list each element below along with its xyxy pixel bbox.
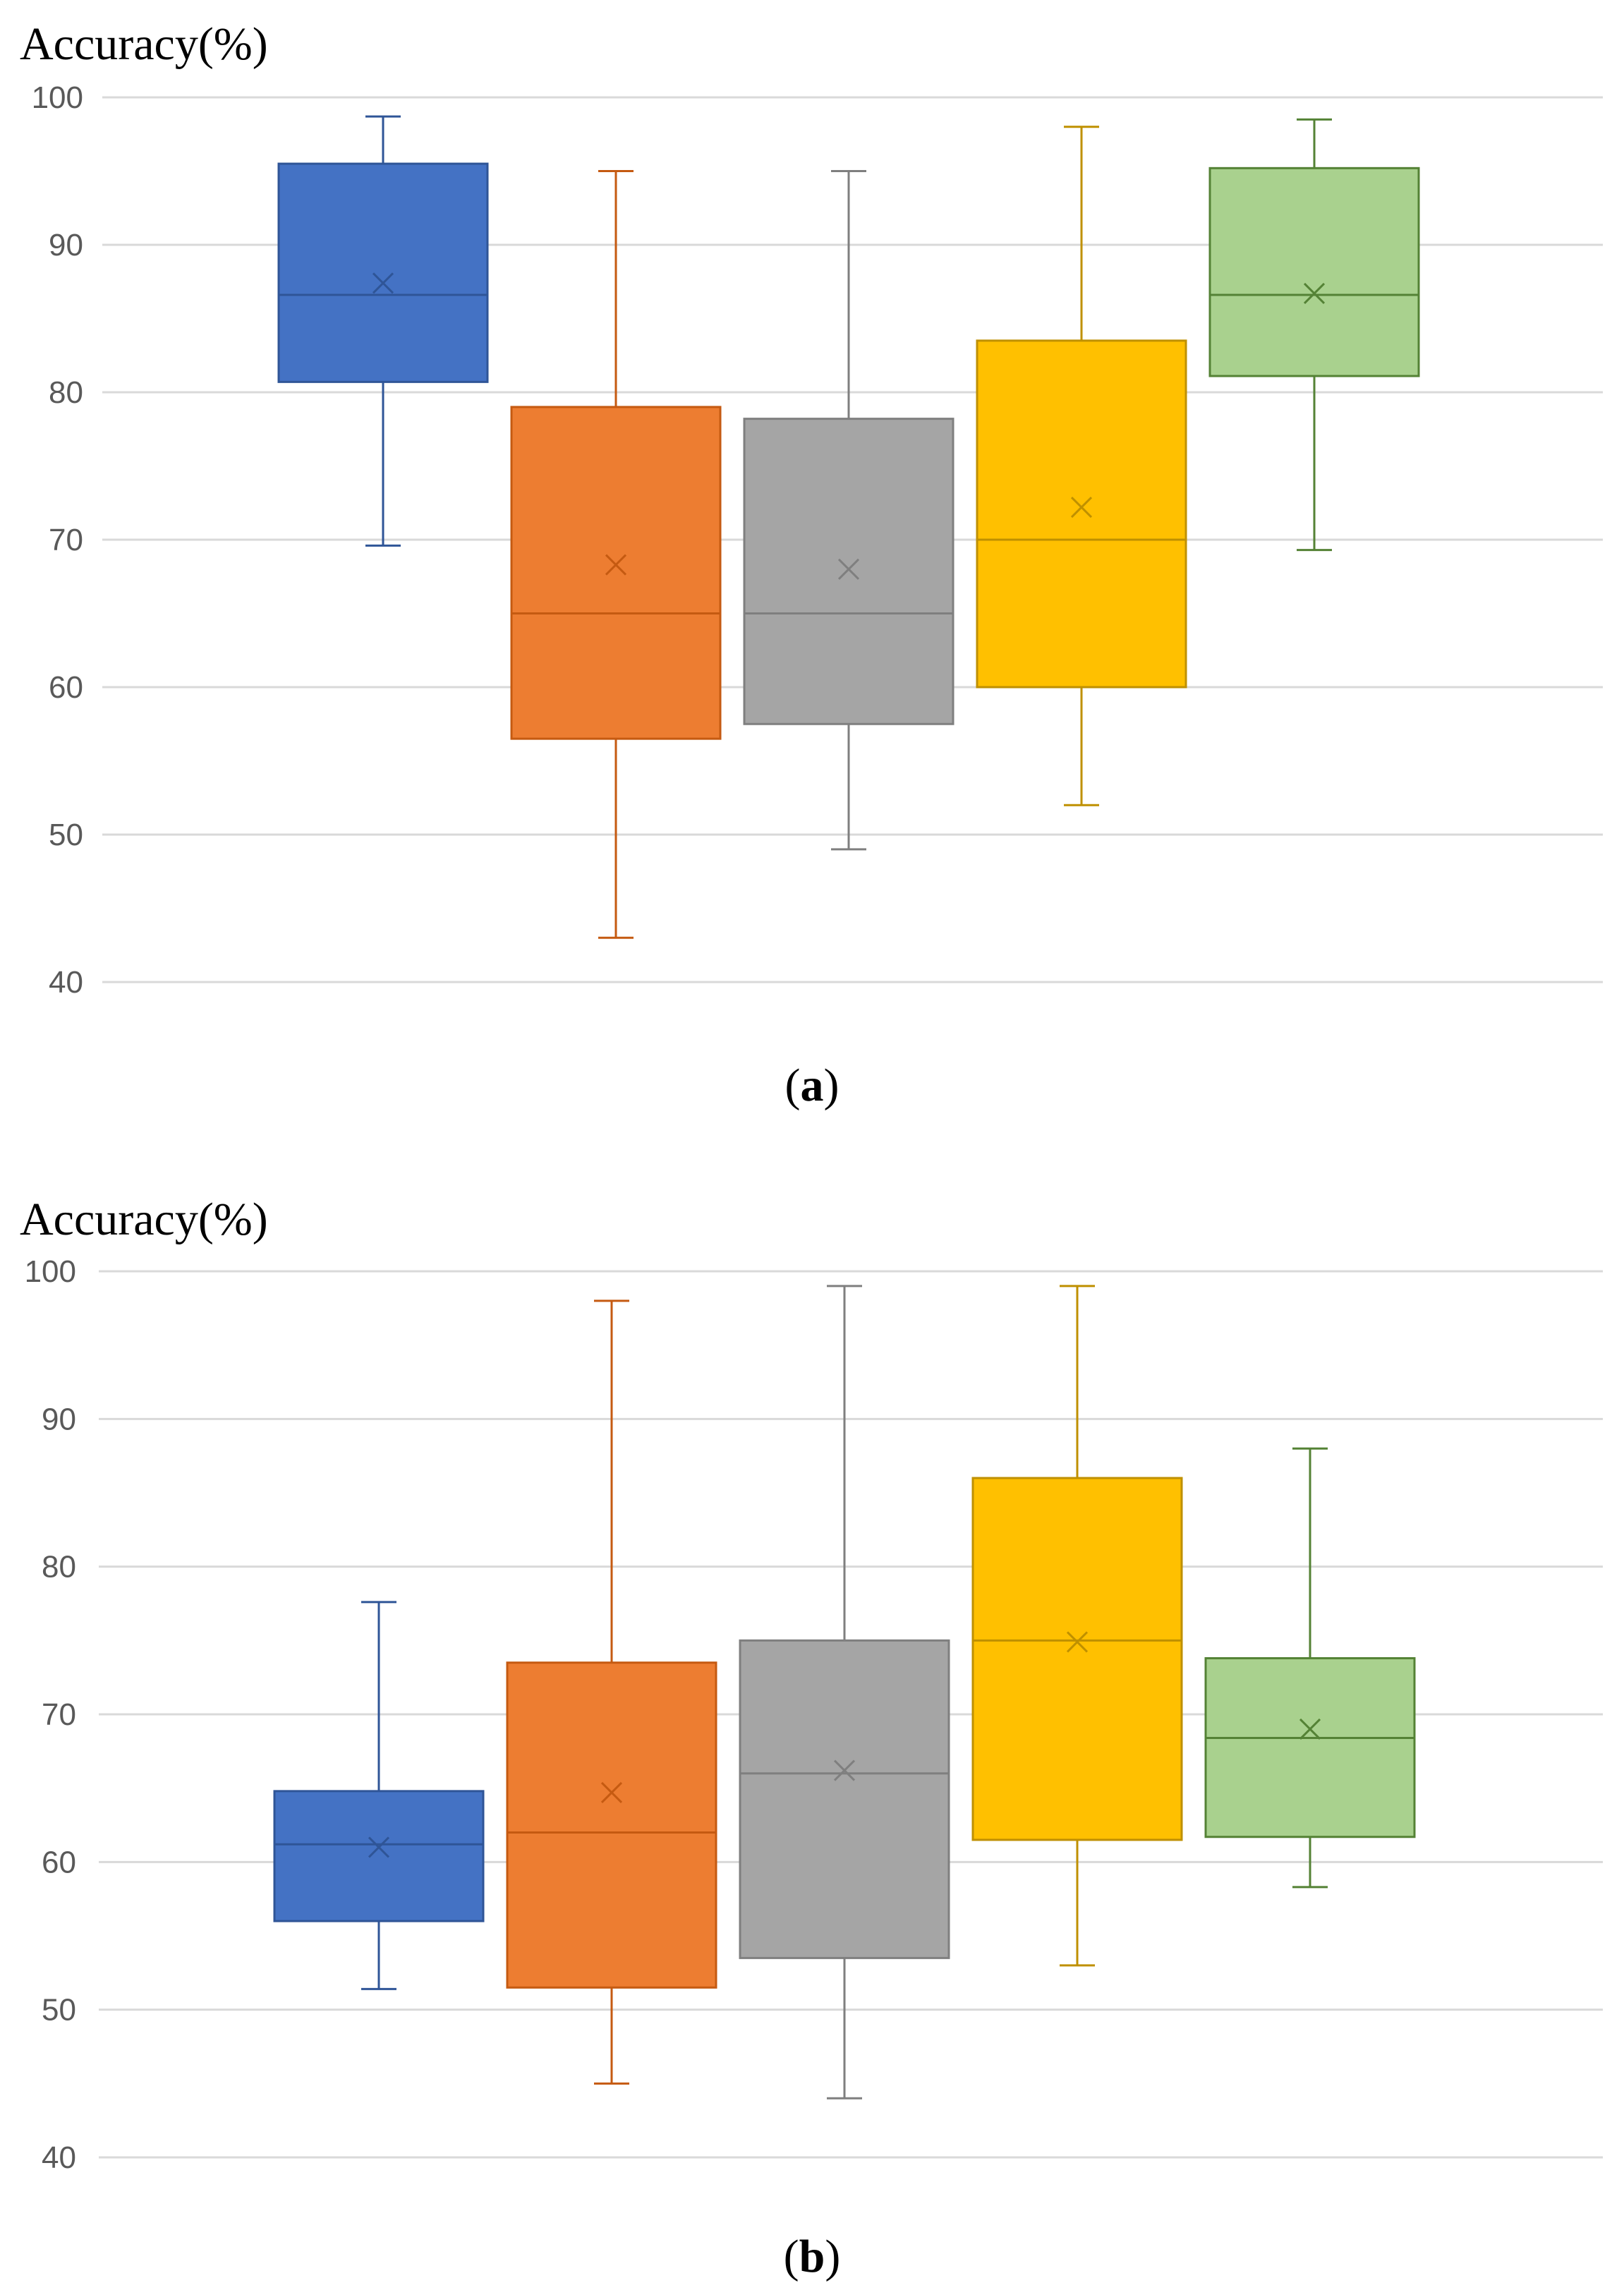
mean-marker [605,554,627,576]
y-tick-labels: 40 50 60 70 80 90 100 [32,80,83,1000]
iqr-box [277,162,489,383]
y-tick-label: 60 [42,1845,76,1879]
y-tick-label: 90 [49,228,83,262]
y-tick-label: 90 [42,1402,76,1436]
y-tick-label: 60 [49,670,83,705]
y-axis-title: Accuracy(%) [20,18,268,70]
mean-marker [833,1759,856,1781]
iqr-box [739,1639,950,1959]
iqr-box [506,1661,717,1989]
iqr-box [510,406,722,740]
panel-label: a [801,1060,824,1111]
y-tick-label: 40 [49,965,83,1000]
y-tick-label: 100 [25,1254,76,1289]
box-series-2 [506,1300,717,2085]
iqr-box [743,418,955,725]
y-tick-label: 80 [49,375,83,410]
mean-marker [368,1836,390,1858]
y-tick-label: 50 [42,1993,76,2028]
mean-marker [1070,496,1093,519]
iqr-box [1204,1656,1416,1838]
box-series-4 [976,126,1187,806]
iqr-box [1208,166,1420,377]
box-series-3 [743,170,955,851]
box-series-5 [1208,118,1420,552]
y-tick-label: 70 [49,523,83,557]
y-tick-label: 50 [49,818,83,852]
box-series-1 [277,115,489,547]
y-tick-label: 80 [42,1550,76,1585]
panel-label: b [799,2231,825,2282]
y-tick-label: 40 [42,2140,76,2175]
panel-caption: (a) [785,1060,840,1111]
panel-b: Accuracy(%) 40 50 60 70 80 90 100 (b) [20,1194,1603,2282]
panel-caption: (b) [784,2231,841,2282]
mean-marker [1303,282,1326,305]
y-tick-label: 100 [32,80,83,115]
box-plots [277,115,1420,939]
box-plots [273,1285,1416,2100]
mean-marker [1066,1631,1089,1653]
y-tick-labels: 40 50 60 70 80 90 100 [25,1254,76,2175]
iqr-box [976,339,1187,689]
box-series-4 [971,1285,1183,1967]
box-series-2 [510,170,722,939]
mean-marker [600,1781,623,1804]
mean-marker [837,558,860,580]
iqr-box [273,1790,485,1922]
y-tick-label: 70 [42,1697,76,1732]
iqr-box [971,1477,1183,1841]
mean-marker [372,272,394,294]
panel-a: Accuracy(%) 40 50 60 70 80 90 100 (a) [20,18,1603,1111]
box-series-5 [1204,1447,1416,1889]
box-series-1 [273,1601,485,1990]
y-axis-title: Accuracy(%) [20,1194,268,1245]
box-series-3 [739,1285,950,2100]
mean-marker [1299,1718,1321,1740]
